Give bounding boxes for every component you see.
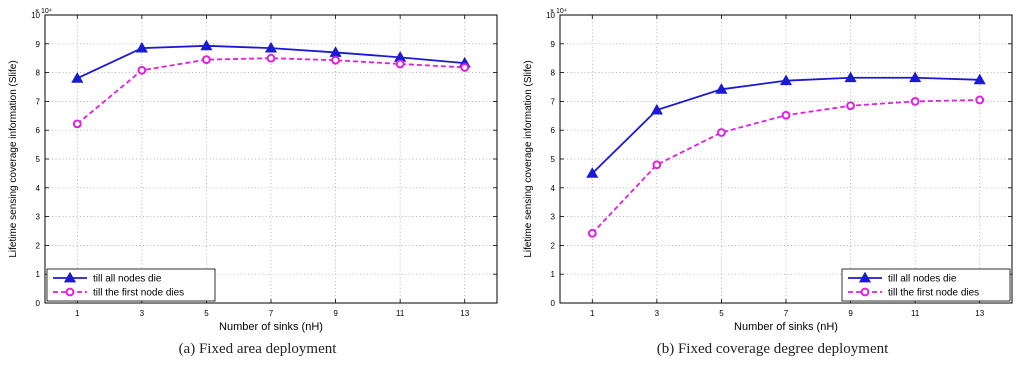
data-point-circle [395, 59, 405, 69]
y-tick-label: 6 [36, 126, 41, 135]
data-point-circle [266, 53, 276, 63]
x-tick-label: 7 [269, 309, 274, 318]
legend: till all nodes die till the first node di… [841, 268, 1011, 302]
y-multiplier-label: × 10⁴ [35, 8, 52, 15]
data-point-circle [846, 101, 855, 111]
y-tick-label: 5 [36, 155, 41, 164]
chart-caption: (b) Fixed coverage degree deployment [656, 341, 889, 357]
data-point-triangle [844, 71, 857, 83]
legend-entry-label: till all nodes die [888, 274, 957, 285]
y-tick-label: 1 [36, 270, 41, 279]
chart-caption: (a) Fixed area deployment [178, 341, 337, 357]
data-point-circle [460, 63, 470, 72]
series-first-node-dies [587, 95, 985, 238]
x-tick-label: 3 [140, 309, 145, 318]
y-tick-label: 4 [551, 184, 556, 193]
series-first-node-dies [72, 53, 470, 129]
y-tick-label: 1 [551, 270, 556, 279]
x-tick-label: 13 [460, 309, 469, 318]
y-tick-label: 8 [551, 69, 556, 78]
data-point-circle [910, 97, 920, 106]
legend: till all nodes die till the first node di… [46, 268, 216, 302]
data-point-circle [587, 228, 597, 238]
y-tick-label: 7 [36, 97, 41, 106]
x-tick-label: 11 [396, 309, 405, 318]
legend-box [841, 268, 1011, 302]
data-point-circle [781, 110, 791, 120]
y-tick-label: 3 [551, 213, 556, 222]
y-tick-label: 10 [546, 11, 555, 20]
data-point-triangle [200, 39, 213, 51]
y-tick-label: 0 [551, 299, 556, 308]
legend-box [46, 268, 216, 302]
y-tick-label: 9 [551, 40, 556, 49]
data-point-circle [137, 65, 147, 75]
x-axis-label: Number of sinks (nH) [219, 321, 323, 333]
y-tick-label: 10 [31, 11, 40, 20]
x-tick-label: 9 [333, 309, 338, 318]
data-point-triangle [858, 271, 872, 283]
y-axis-label: Lifetime sensing coverage information (S… [8, 60, 19, 257]
x-tick-label: 5 [204, 309, 209, 318]
data-point-triangle [909, 71, 922, 83]
data-point-triangle [973, 73, 986, 85]
x-tick-label: 13 [975, 309, 984, 318]
y-tick-label: 3 [36, 213, 41, 222]
data-point-circle [860, 287, 870, 297]
data-point-triangle [71, 72, 84, 83]
chart-panel-b: 0 1 2 3 4 5 6 7 8 9 10 1 3 5 7 9 11 13 × 10⁴ Number of sink… [515, 0, 1030, 371]
series-all-nodes-die [586, 71, 986, 178]
x-tick-label: 1 [75, 309, 80, 318]
legend-entry-label: till the first node dies [888, 288, 979, 299]
data-point-triangle [650, 103, 663, 115]
data-point-circle [975, 95, 985, 105]
y-tick-label: 2 [36, 241, 41, 250]
data-point-circle [652, 160, 662, 170]
data-point-triangle [779, 74, 793, 86]
x-tick-label: 1 [590, 309, 595, 318]
y-axis-label: Lifetime sensing coverage information (S… [523, 60, 534, 257]
data-point-triangle [135, 41, 148, 53]
x-tick-label: 11 [911, 309, 920, 318]
data-point-triangle [586, 167, 599, 178]
data-point-circle [65, 287, 75, 297]
y-tick-label: 4 [36, 184, 41, 193]
chart-panel-a: 0 1 2 3 4 5 6 7 8 9 10 1 3 5 7 9 11 13 × 10⁴ Number of sink… [8, 8, 498, 357]
x-tick-label: 5 [719, 309, 724, 318]
data-point-circle [331, 55, 340, 65]
y-tick-label: 9 [36, 40, 41, 49]
x-tick-label: 7 [784, 309, 789, 318]
data-point-triangle [264, 41, 278, 53]
legend-entry-label: till all nodes die [93, 274, 162, 285]
y-tick-label: 0 [36, 299, 41, 308]
data-point-circle [72, 119, 82, 129]
y-tick-label: 8 [36, 69, 41, 78]
series-line [591, 99, 980, 234]
x-axis-label: Number of sinks (nH) [734, 321, 838, 333]
data-point-circle [202, 55, 211, 65]
data-point-triangle [63, 271, 77, 283]
y-tick-label: 7 [551, 97, 556, 106]
data-point-circle [717, 128, 726, 137]
y-tick-label: 5 [551, 155, 556, 164]
y-tick-label: 6 [551, 126, 556, 135]
y-tick-label: 2 [551, 241, 556, 250]
x-tick-label: 3 [655, 309, 660, 318]
x-tick-label: 9 [848, 309, 853, 318]
legend-entry-label: till the first node dies [93, 288, 184, 299]
data-point-triangle [715, 83, 728, 94]
y-multiplier-label: × 10⁴ [550, 8, 567, 15]
